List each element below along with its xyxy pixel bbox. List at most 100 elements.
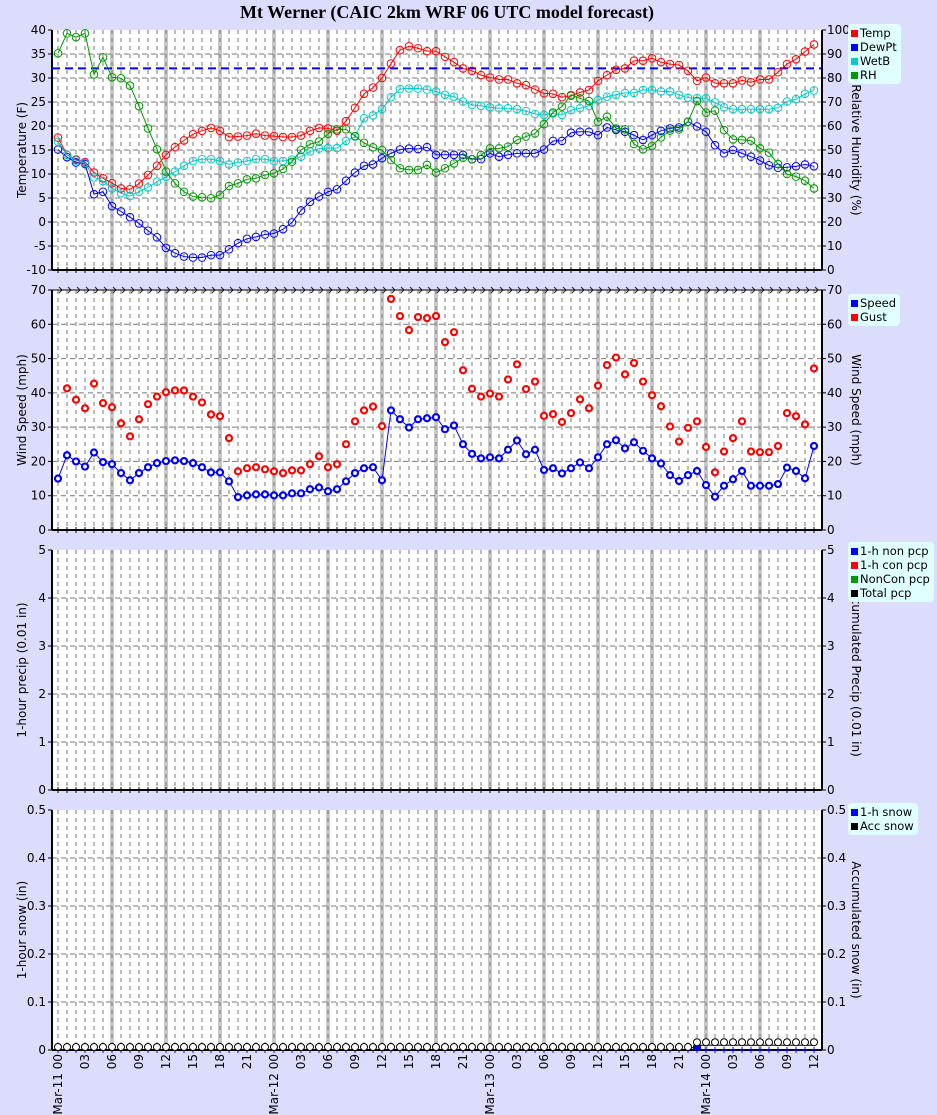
data-point-dewpt bbox=[170, 248, 180, 258]
data-point-gust bbox=[647, 391, 657, 400]
data-point-dewpt bbox=[251, 232, 261, 242]
x-tick-label: Mar-11 00 bbox=[51, 1054, 65, 1115]
data-point-wetb bbox=[242, 156, 252, 166]
legend-item-acc-snow: Acc snow bbox=[851, 819, 914, 833]
data-point-acc-snow bbox=[153, 1043, 161, 1051]
data-point-acc-snow bbox=[306, 1043, 314, 1051]
data-point-temp bbox=[404, 42, 414, 51]
data-point-temp bbox=[665, 59, 675, 69]
data-point-wetb bbox=[314, 144, 324, 153]
data-point-gust bbox=[143, 400, 153, 409]
legend-swatch bbox=[851, 57, 858, 65]
data-point-wetb bbox=[179, 161, 189, 171]
data-point-dewpt bbox=[485, 149, 495, 158]
data-point-acc-snow bbox=[423, 1043, 431, 1051]
data-point-speed bbox=[530, 445, 540, 454]
data-point-dewpt bbox=[809, 162, 819, 171]
data-point-dewpt bbox=[314, 192, 324, 201]
data-point-acc-snow bbox=[342, 1043, 350, 1051]
data-point-dewpt bbox=[629, 130, 639, 140]
legend-label: WetB bbox=[860, 54, 891, 68]
data-point-dewpt bbox=[422, 142, 432, 152]
data-point-wetb bbox=[665, 87, 675, 96]
data-point-wetb bbox=[575, 103, 585, 113]
data-point-acc-snow bbox=[171, 1043, 179, 1051]
y-tick-label: 20 bbox=[31, 454, 46, 468]
data-point-speed bbox=[152, 459, 162, 468]
x-tick-label: Mar-14 00 bbox=[699, 1054, 713, 1115]
y-tick-label: 40 bbox=[31, 386, 46, 400]
legend-item-1h-non-pcp: 1-h non pcp bbox=[851, 544, 930, 558]
data-point-wetb bbox=[638, 85, 648, 95]
data-point-rh bbox=[512, 135, 522, 145]
data-point-speed bbox=[566, 464, 576, 473]
data-point-wetb bbox=[620, 88, 630, 98]
data-point-speed bbox=[116, 468, 126, 478]
y2-tick-label: 10 bbox=[827, 489, 842, 503]
legend-label: 1-h con pcp bbox=[860, 558, 928, 572]
data-point-gust bbox=[170, 386, 180, 395]
data-point-dewpt bbox=[242, 234, 252, 244]
legend-label: RH bbox=[860, 68, 877, 82]
data-point-speed bbox=[323, 487, 333, 496]
legend-label: Total pcp bbox=[860, 586, 912, 600]
x-tick-label: 09 bbox=[132, 1054, 146, 1069]
data-point-temp bbox=[539, 89, 549, 98]
data-point-temp bbox=[251, 129, 261, 138]
data-point-rh bbox=[71, 32, 81, 42]
panel-2: 5 5 4 4 3 3 2 2 1 1 0 0 1-hour precip (0.01 in) Accum… bbox=[15, 543, 863, 797]
data-point-speed bbox=[602, 440, 612, 449]
data-point-gust bbox=[296, 466, 306, 475]
data-point-temp bbox=[143, 170, 153, 180]
data-point-temp bbox=[440, 52, 450, 62]
data-point-speed bbox=[431, 413, 441, 422]
y2-tick-label: 50 bbox=[827, 352, 842, 366]
data-point-gust bbox=[71, 395, 81, 404]
data-point-speed bbox=[629, 438, 639, 447]
y2-tick-label: 3 bbox=[827, 639, 835, 653]
data-point-acc-snow bbox=[81, 1043, 89, 1051]
data-point-1h-snow bbox=[721, 1047, 727, 1053]
data-point-gust bbox=[188, 392, 198, 401]
y-tick-label: 10 bbox=[31, 489, 46, 503]
data-point-speed bbox=[575, 458, 585, 467]
data-point-wetb bbox=[683, 93, 693, 102]
data-point-speed bbox=[584, 464, 594, 473]
data-point-dewpt bbox=[539, 145, 549, 154]
data-point-rh bbox=[764, 148, 774, 157]
data-point-1h-snow bbox=[739, 1047, 745, 1053]
data-point-acc-snow bbox=[495, 1043, 503, 1051]
legend-item-wetb: WetB bbox=[851, 54, 897, 68]
x-tick-label: 15 bbox=[402, 1054, 416, 1069]
data-point-rh bbox=[575, 94, 585, 103]
data-point-dewpt bbox=[134, 219, 144, 228]
data-point-speed bbox=[287, 489, 297, 498]
data-point-rh bbox=[62, 29, 72, 38]
data-point-rh bbox=[341, 125, 351, 134]
data-point-gust bbox=[755, 448, 765, 457]
data-point-temp bbox=[584, 85, 594, 95]
data-point-speed bbox=[386, 406, 396, 415]
data-point-acc-snow bbox=[162, 1043, 170, 1051]
data-point-wetb bbox=[170, 167, 180, 176]
data-point-rh bbox=[629, 139, 639, 149]
data-point-gust bbox=[89, 379, 99, 388]
legend-item-1h-snow: 1-h snow bbox=[851, 805, 914, 819]
data-point-speed bbox=[341, 477, 351, 486]
data-point-dewpt bbox=[800, 160, 810, 169]
data-point-wetb bbox=[647, 85, 657, 95]
data-point-rh bbox=[125, 81, 135, 90]
data-point-temp bbox=[710, 78, 720, 88]
data-point-wetb bbox=[215, 156, 225, 166]
x-tick-label: 12 bbox=[591, 1054, 605, 1069]
data-point-dewpt bbox=[413, 144, 423, 154]
data-point-temp bbox=[611, 65, 621, 75]
data-point-rh bbox=[323, 129, 333, 139]
data-point-gust bbox=[440, 338, 450, 347]
data-point-temp bbox=[161, 150, 171, 160]
data-point-temp bbox=[503, 75, 513, 84]
y-tick-label: 15 bbox=[31, 143, 46, 157]
data-point-rh bbox=[683, 117, 693, 126]
data-point-acc-snow bbox=[99, 1043, 107, 1051]
data-point-wetb bbox=[395, 84, 405, 94]
